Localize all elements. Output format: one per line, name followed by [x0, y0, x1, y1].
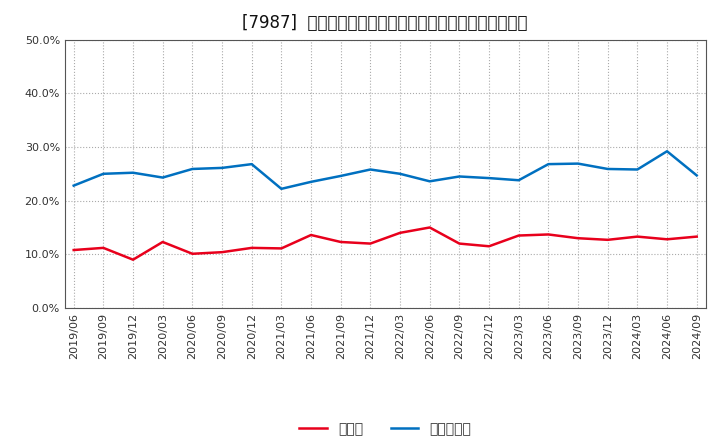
Line: 現領金: 現領金	[73, 227, 697, 260]
現領金	[514, 233, 523, 238]
現領金	[129, 257, 138, 262]
有利子負債	[396, 171, 405, 176]
現領金	[455, 241, 464, 246]
有利子負債	[99, 171, 108, 176]
現領金	[633, 234, 642, 239]
現領金	[544, 232, 553, 237]
有利子負債	[603, 166, 612, 172]
有利子負債	[129, 170, 138, 176]
現領金	[158, 239, 167, 245]
有利子負債	[485, 176, 493, 181]
有利子負債	[633, 167, 642, 172]
有利子負債	[277, 186, 286, 191]
現領金	[693, 234, 701, 239]
現領金	[426, 225, 434, 230]
有利子負債	[307, 179, 315, 184]
有利子負債	[248, 161, 256, 167]
現領金	[603, 237, 612, 242]
現領金	[248, 245, 256, 250]
Title: [7987]  現領金、有利子負債の総資産に対する比率の推移: [7987] 現領金、有利子負債の総資産に対する比率の推移	[243, 15, 528, 33]
現領金	[307, 232, 315, 238]
現領金	[188, 251, 197, 257]
有利子負債	[574, 161, 582, 166]
現領金	[69, 247, 78, 253]
有利子負債	[366, 167, 374, 172]
Legend: 現領金, 有利子負債: 現領金, 有利子負債	[293, 417, 477, 440]
現領金	[99, 245, 108, 250]
有利子負債	[69, 183, 78, 188]
現領金	[396, 230, 405, 235]
有利子負債	[693, 173, 701, 178]
現領金	[366, 241, 374, 246]
現領金	[662, 237, 671, 242]
現領金	[217, 249, 226, 255]
現領金	[574, 235, 582, 241]
有利子負債	[662, 149, 671, 154]
有利子負債	[336, 173, 345, 179]
有利子負債	[188, 166, 197, 172]
有利子負債	[514, 178, 523, 183]
有利子負債	[426, 179, 434, 184]
有利子負債	[158, 175, 167, 180]
現領金	[336, 239, 345, 245]
有利子負債	[455, 174, 464, 179]
現領金	[485, 244, 493, 249]
現領金	[277, 246, 286, 251]
有利子負債	[544, 161, 553, 167]
有利子負債	[217, 165, 226, 171]
Line: 有利子負債: 有利子負債	[73, 151, 697, 189]
